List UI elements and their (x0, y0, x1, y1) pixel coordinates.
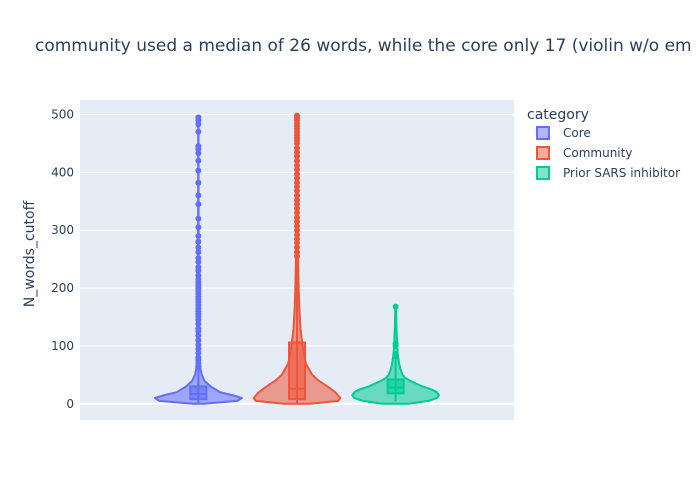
outlier-point (294, 145, 300, 152)
y-tick-label: 500 (51, 107, 74, 121)
box (386, 378, 405, 395)
outlier-point (294, 192, 300, 199)
y-tick-label: 100 (51, 339, 74, 353)
outlier-point (195, 264, 202, 271)
outlier-point (294, 157, 300, 164)
violin-community[interactable] (252, 112, 342, 405)
chart-title: community used a median of 26 words, whi… (35, 36, 692, 56)
outlier-point (294, 171, 300, 178)
outlier-point (195, 272, 202, 279)
outlier-point (195, 179, 202, 186)
outlier-point (195, 232, 202, 239)
legend-label: Community (563, 146, 632, 160)
legend[interactable]: category Core Community Prior SARS inhibit… (527, 107, 680, 180)
legend-title: category (527, 107, 589, 123)
outlier-point (195, 157, 202, 164)
outlier-point (392, 303, 399, 310)
outlier-point (294, 209, 300, 216)
legend-item-core[interactable]: Core (536, 126, 591, 140)
box (189, 385, 208, 401)
legend-item-prior-sars-inhibitor[interactable]: Prior SARS inhibitor (536, 166, 680, 180)
outlier-point (195, 215, 202, 222)
outlier-point (294, 112, 300, 119)
outlier-point (392, 351, 399, 358)
outlier-point (195, 325, 202, 332)
outlier-point (195, 337, 202, 344)
outlier-point (195, 114, 202, 121)
outlier-point (195, 238, 202, 245)
outlier-point (392, 340, 399, 347)
outlier-point (195, 244, 202, 251)
box (288, 341, 306, 401)
legend-swatch (536, 146, 550, 160)
outlier-point (195, 167, 202, 174)
y-tick-label: 0 (66, 397, 74, 411)
legend-item-community[interactable]: Community (536, 146, 632, 160)
outlier-point (294, 231, 300, 238)
outlier-point (195, 143, 202, 150)
outlier-point (294, 249, 300, 256)
outlier-point (294, 223, 300, 230)
outlier-point (195, 192, 202, 199)
outlier-point (195, 254, 202, 261)
outlier-point (294, 162, 300, 169)
legend-label: Core (563, 126, 591, 140)
outlier-point (294, 197, 300, 204)
outlier-point (294, 179, 300, 186)
outlier-point (294, 214, 300, 221)
outlier-point (195, 224, 202, 231)
y-tick-label: 400 (51, 165, 74, 179)
y-axis-label: N_words_cutoff (22, 200, 38, 307)
y-tick-label: 300 (51, 223, 74, 237)
violins (154, 112, 440, 405)
legend-swatch (536, 166, 550, 180)
outlier-point (195, 128, 202, 135)
violin-core[interactable] (154, 114, 243, 405)
outlier-point (195, 201, 202, 208)
y-axis-ticks: 0 100 200 300 400 500 (51, 107, 74, 410)
outlier-point (195, 354, 202, 361)
legend-items[interactable]: Core Community Prior SARS inhibitor (536, 126, 680, 180)
outlier-point (294, 244, 300, 251)
y-tick-label: 200 (51, 281, 74, 295)
violin-prior-sars-inhibitor[interactable] (351, 303, 440, 405)
outlier-point (195, 249, 202, 256)
legend-swatch (536, 126, 550, 140)
outlier-point (195, 341, 202, 348)
legend-label: Prior SARS inhibitor (563, 166, 680, 180)
